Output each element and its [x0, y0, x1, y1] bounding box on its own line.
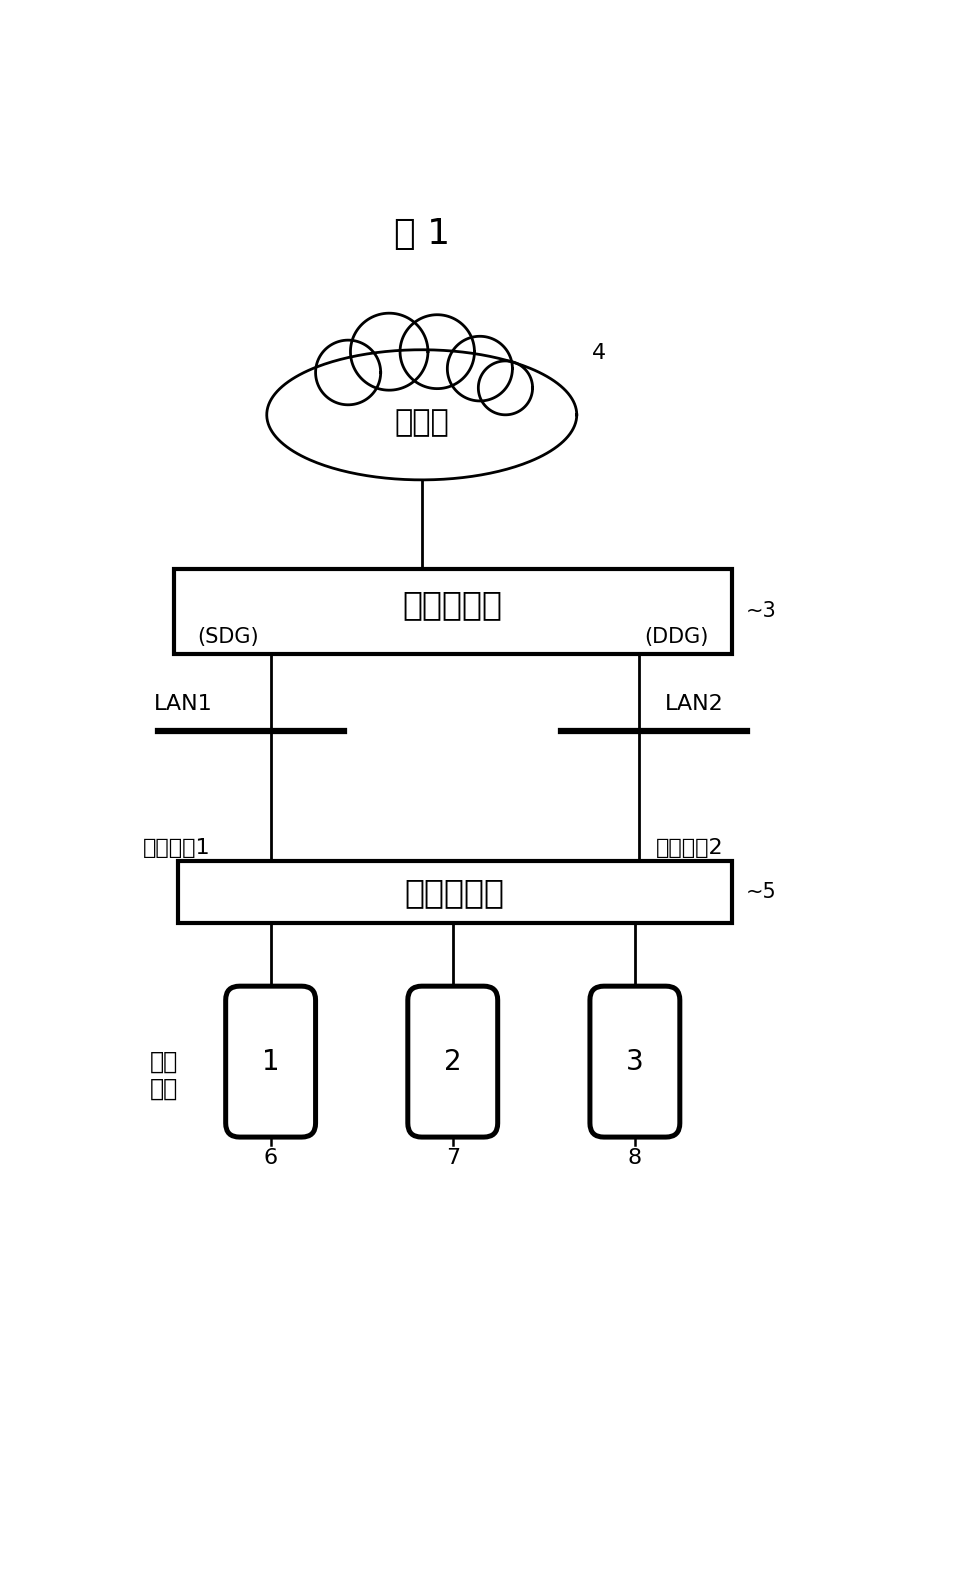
- Text: 子网: 子网: [150, 1077, 179, 1101]
- FancyBboxPatch shape: [408, 986, 498, 1136]
- Polygon shape: [478, 361, 532, 415]
- Text: (DDG): (DDG): [644, 627, 708, 646]
- Text: 接入: 接入: [150, 1050, 179, 1074]
- Text: 3: 3: [626, 1047, 643, 1076]
- Bar: [174, 568, 731, 653]
- Text: 1: 1: [262, 1047, 279, 1076]
- Text: 4: 4: [593, 343, 606, 364]
- Text: (SDG): (SDG): [197, 627, 259, 646]
- FancyBboxPatch shape: [590, 986, 680, 1136]
- Text: 网络端口2: 网络端口2: [657, 838, 724, 857]
- Text: LAN1: LAN1: [154, 694, 213, 713]
- Text: 网络端口1: 网络端口1: [142, 838, 210, 857]
- Polygon shape: [315, 340, 380, 405]
- Polygon shape: [351, 313, 428, 389]
- Text: 图 1: 图 1: [394, 217, 450, 251]
- Text: 8: 8: [628, 1148, 641, 1168]
- Text: 7: 7: [445, 1148, 460, 1168]
- Text: 骨干路由器: 骨干路由器: [402, 587, 503, 621]
- Polygon shape: [267, 350, 576, 480]
- Text: 6: 6: [264, 1148, 277, 1168]
- Text: LAN2: LAN2: [665, 694, 724, 713]
- Polygon shape: [447, 337, 512, 401]
- Text: 接入路由器: 接入路由器: [404, 876, 505, 908]
- Bar: [178, 862, 731, 922]
- FancyBboxPatch shape: [226, 986, 315, 1136]
- Text: ~3: ~3: [746, 602, 776, 621]
- Text: 因特网: 因特网: [395, 409, 449, 437]
- Polygon shape: [400, 314, 474, 389]
- Text: 2: 2: [444, 1047, 462, 1076]
- Text: ~5: ~5: [746, 883, 776, 902]
